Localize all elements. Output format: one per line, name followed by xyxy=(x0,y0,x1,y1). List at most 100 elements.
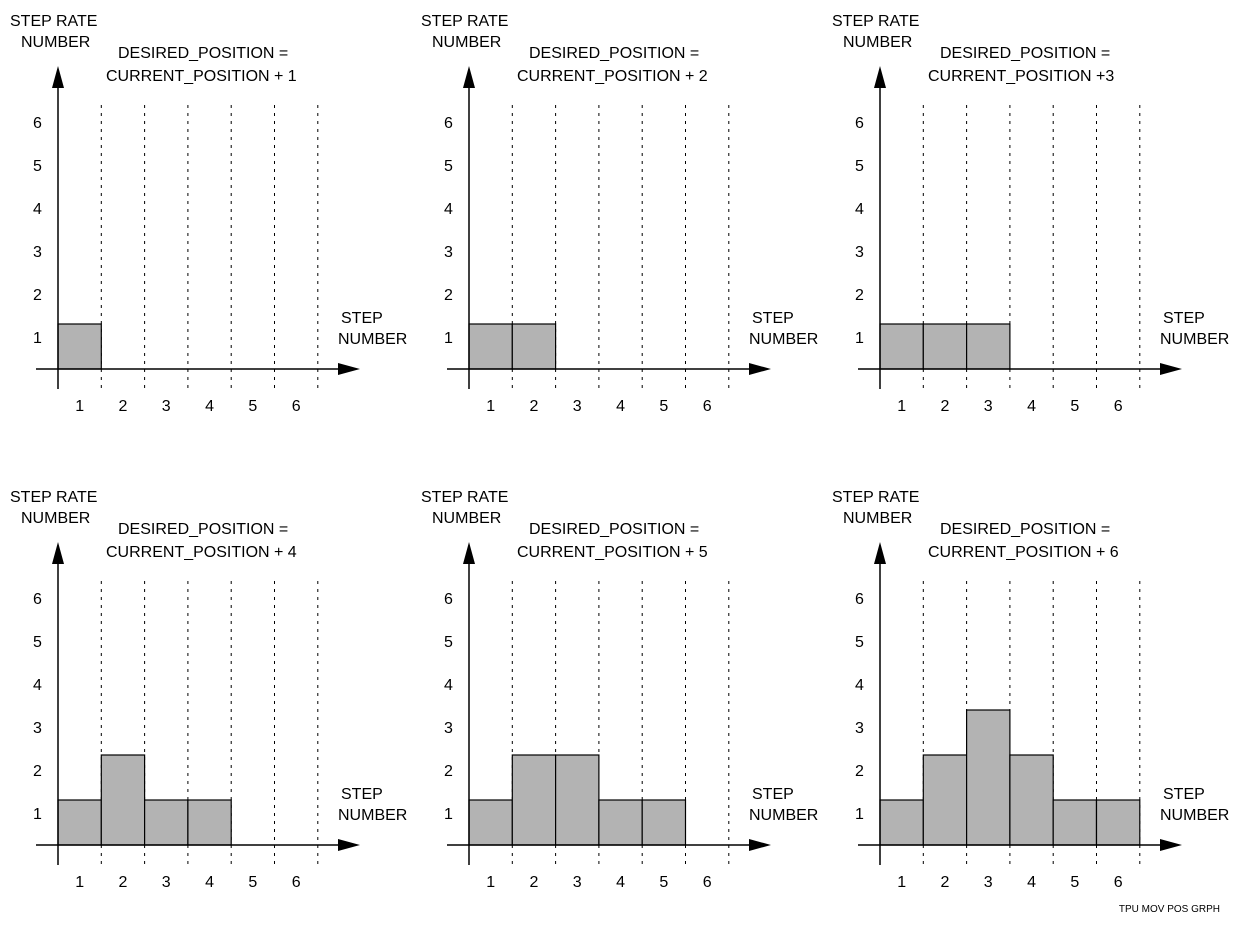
x-tick-label: 6 xyxy=(703,874,712,891)
x-tick-label: 3 xyxy=(984,874,993,891)
y-tick-label: 2 xyxy=(33,287,42,304)
chart-panel-6: STEP RATE NUMBER DESIRED_POSITION = CURRENT… xyxy=(832,489,1229,891)
x-axis-label-line-2: NUMBER xyxy=(338,331,407,348)
y-tick-label: 2 xyxy=(444,763,453,780)
y-tick-label: 4 xyxy=(444,677,453,694)
chart-title-line-1: DESIRED_POSITION = xyxy=(940,45,1110,62)
y-axis-arrowhead xyxy=(52,542,64,564)
chart-title-line-2: CURRENT_POSITION + 1 xyxy=(106,68,297,85)
x-axis-label-line-2: NUMBER xyxy=(338,807,407,824)
x-axis-label-line-1: STEP xyxy=(341,310,383,327)
chart-panel-4: STEP RATE NUMBER DESIRED_POSITION = CURRENT… xyxy=(10,489,407,891)
bar-step-2 xyxy=(922,323,968,370)
chart-panel-3: STEP RATE NUMBER DESIRED_POSITION = CURRENT… xyxy=(832,13,1229,415)
x-axis-label-line-2: NUMBER xyxy=(749,807,818,824)
y-tick-label: 4 xyxy=(855,201,864,218)
y-tick-label: 3 xyxy=(444,720,453,737)
y-axis-label-line-1: STEP RATE xyxy=(421,13,508,30)
chart-title-line-1: DESIRED_POSITION = xyxy=(529,45,699,62)
bar-step-4 xyxy=(187,799,232,846)
x-tick-label: 1 xyxy=(75,874,84,891)
y-tick-label: 6 xyxy=(33,115,42,132)
y-axis-label-line-2: NUMBER xyxy=(843,510,912,527)
y-tick-label: 1 xyxy=(33,330,42,347)
y-tick-label: 1 xyxy=(855,330,864,347)
x-axis-label-line-2: NUMBER xyxy=(1160,807,1229,824)
y-tick-label: 6 xyxy=(444,115,453,132)
y-tick-label: 1 xyxy=(444,806,453,823)
x-tick-label: 1 xyxy=(486,874,495,891)
y-tick-label: 6 xyxy=(855,115,864,132)
bar-step-1 xyxy=(879,323,924,370)
bar-step-2 xyxy=(100,754,146,846)
y-axis-label-line-1: STEP RATE xyxy=(10,13,97,30)
x-tick-label: 6 xyxy=(1114,398,1123,415)
chart-panels: STEP RATE NUMBER DESIRED_POSITION = CURRENT… xyxy=(10,13,1229,891)
x-axis-arrowhead xyxy=(749,363,771,375)
x-tick-label: 5 xyxy=(248,874,257,891)
y-tick-label: 1 xyxy=(444,330,453,347)
chart-title-line-1: DESIRED_POSITION = xyxy=(118,45,288,62)
x-tick-label: 2 xyxy=(529,398,538,415)
chart-title-line-1: DESIRED_POSITION = xyxy=(118,521,288,538)
chart-panel-5: STEP RATE NUMBER DESIRED_POSITION = CURRENT… xyxy=(421,489,818,891)
y-axis-label-line-2: NUMBER xyxy=(21,34,90,51)
chart-panel-2: STEP RATE NUMBER DESIRED_POSITION = CURRENT… xyxy=(421,13,818,415)
x-tick-label: 4 xyxy=(205,874,214,891)
x-axis-label-line-1: STEP xyxy=(1163,310,1205,327)
x-axis-label-line-1: STEP xyxy=(1163,786,1205,803)
chart-title-line-1: DESIRED_POSITION = xyxy=(940,521,1110,538)
x-tick-label: 6 xyxy=(292,874,301,891)
y-axis-label-line-2: NUMBER xyxy=(432,510,501,527)
bar-step-2 xyxy=(922,754,968,846)
y-tick-label: 4 xyxy=(33,677,42,694)
x-tick-label: 5 xyxy=(659,398,668,415)
y-tick-label: 6 xyxy=(855,591,864,608)
x-tick-label: 3 xyxy=(162,874,171,891)
y-axis-label-line-1: STEP RATE xyxy=(421,489,508,506)
chart-title-line-2: CURRENT_POSITION + 2 xyxy=(517,68,708,85)
y-axis-arrowhead xyxy=(874,542,886,564)
x-tick-label: 6 xyxy=(703,398,712,415)
bar-step-1 xyxy=(879,799,924,846)
figure-footer-label: TPU MOV POS GRPH xyxy=(1119,904,1220,915)
y-tick-label: 1 xyxy=(33,806,42,823)
x-tick-label: 1 xyxy=(486,398,495,415)
bar-step-6 xyxy=(1095,799,1141,846)
x-tick-label: 4 xyxy=(616,874,625,891)
y-tick-label: 5 xyxy=(33,158,42,175)
chart-panel-1: STEP RATE NUMBER DESIRED_POSITION = CURRENT… xyxy=(10,13,407,415)
bar-step-1 xyxy=(468,323,513,370)
y-tick-label: 2 xyxy=(855,287,864,304)
y-tick-label: 5 xyxy=(444,158,453,175)
y-tick-label: 6 xyxy=(33,591,42,608)
x-tick-label: 2 xyxy=(118,398,127,415)
x-tick-label: 4 xyxy=(205,398,214,415)
x-axis-label-line-1: STEP xyxy=(752,786,794,803)
x-axis-arrowhead xyxy=(1160,363,1182,375)
y-tick-label: 5 xyxy=(444,634,453,651)
bar-step-3 xyxy=(555,754,600,846)
y-tick-label: 4 xyxy=(444,201,453,218)
y-tick-label: 2 xyxy=(855,763,864,780)
y-tick-label: 3 xyxy=(855,244,864,261)
x-tick-label: 4 xyxy=(616,398,625,415)
x-tick-label: 3 xyxy=(573,398,582,415)
x-axis-arrowhead xyxy=(749,839,771,851)
y-tick-label: 5 xyxy=(855,634,864,651)
y-tick-label: 3 xyxy=(855,720,864,737)
bar-step-4 xyxy=(598,799,643,846)
y-tick-label: 5 xyxy=(855,158,864,175)
x-tick-label: 1 xyxy=(897,874,906,891)
y-tick-label: 3 xyxy=(444,244,453,261)
y-axis-arrowhead xyxy=(874,66,886,88)
y-tick-label: 4 xyxy=(855,677,864,694)
bar-step-3 xyxy=(144,799,189,846)
x-tick-label: 4 xyxy=(1027,874,1036,891)
bar-step-2 xyxy=(511,323,557,370)
y-axis-label-line-2: NUMBER xyxy=(843,34,912,51)
x-axis-label-line-2: NUMBER xyxy=(1160,331,1229,348)
x-tick-label: 1 xyxy=(897,398,906,415)
y-tick-label: 2 xyxy=(33,763,42,780)
